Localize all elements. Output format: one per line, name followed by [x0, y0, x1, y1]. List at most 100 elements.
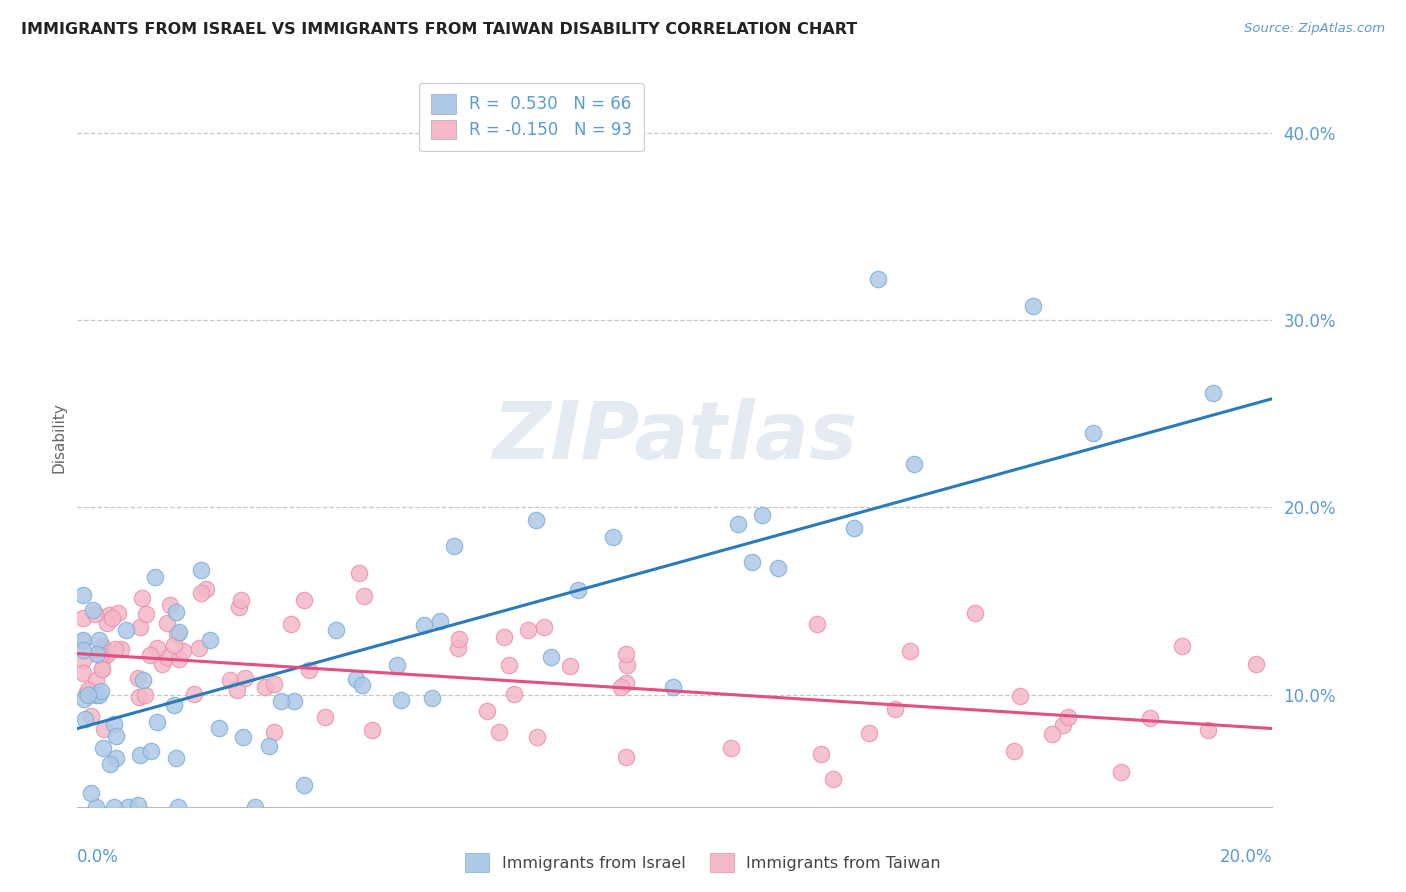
- Point: [107, 606, 129, 620]
- Point: [72, 588, 94, 602]
- Point: [858, 726, 880, 740]
- Point: [91, 649, 114, 664]
- Point: [134, 688, 156, 702]
- Point: [1202, 386, 1225, 401]
- Point: [567, 582, 589, 597]
- Point: [1052, 718, 1074, 732]
- Point: [172, 643, 194, 657]
- Text: Source: ZipAtlas.com: Source: ZipAtlas.com: [1244, 22, 1385, 36]
- Point: [103, 717, 125, 731]
- Point: [159, 598, 181, 612]
- Point: [84, 800, 107, 814]
- Point: [1040, 727, 1063, 741]
- Point: [156, 616, 179, 631]
- Point: [91, 644, 114, 658]
- Point: [72, 611, 94, 625]
- Point: [823, 772, 845, 786]
- Point: [86, 647, 108, 661]
- Point: [96, 616, 118, 631]
- Point: [132, 673, 155, 687]
- Point: [263, 677, 285, 691]
- Point: [72, 634, 94, 648]
- Point: [385, 658, 408, 673]
- Point: [129, 620, 152, 634]
- Point: [347, 566, 370, 580]
- Point: [167, 800, 190, 814]
- Point: [183, 687, 205, 701]
- Point: [90, 639, 112, 653]
- Point: [167, 624, 190, 639]
- Point: [127, 672, 149, 686]
- Point: [98, 608, 121, 623]
- Point: [526, 730, 548, 744]
- Point: [128, 690, 150, 705]
- Point: [165, 751, 187, 765]
- Point: [254, 681, 277, 695]
- Point: [87, 688, 110, 702]
- Point: [235, 671, 257, 685]
- Point: [198, 633, 221, 648]
- Point: [166, 627, 188, 641]
- Point: [127, 798, 149, 813]
- Point: [353, 589, 375, 603]
- Point: [226, 682, 249, 697]
- Point: [105, 729, 128, 743]
- Point: [614, 647, 637, 661]
- Point: [150, 657, 173, 671]
- Point: [73, 692, 96, 706]
- Point: [540, 650, 562, 665]
- Point: [498, 658, 520, 673]
- Point: [1197, 723, 1219, 737]
- Point: [135, 607, 157, 621]
- Point: [806, 616, 828, 631]
- Point: [72, 642, 94, 657]
- Point: [82, 603, 104, 617]
- Point: [868, 271, 890, 285]
- Point: [117, 800, 139, 814]
- Point: [965, 606, 987, 620]
- Point: [283, 694, 305, 708]
- Legend: Immigrants from Israel, Immigrants from Taiwan: Immigrants from Israel, Immigrants from …: [457, 845, 949, 880]
- Point: [218, 673, 240, 688]
- Point: [443, 539, 465, 553]
- Point: [72, 652, 94, 666]
- Point: [194, 582, 217, 596]
- Point: [146, 715, 169, 730]
- Point: [810, 747, 832, 761]
- Point: [156, 650, 179, 665]
- Point: [232, 731, 254, 745]
- Point: [190, 563, 212, 577]
- Point: [90, 684, 112, 698]
- Point: [243, 800, 266, 814]
- Point: [228, 599, 250, 614]
- Point: [1139, 711, 1161, 725]
- Point: [533, 619, 555, 633]
- Point: [413, 617, 436, 632]
- Point: [280, 616, 302, 631]
- Point: [1004, 744, 1026, 758]
- Point: [720, 741, 742, 756]
- Point: [139, 743, 162, 757]
- Point: [844, 521, 866, 535]
- Point: [115, 624, 138, 638]
- Point: [524, 513, 547, 527]
- Point: [360, 723, 382, 737]
- Point: [77, 689, 100, 703]
- Point: [128, 747, 150, 762]
- Point: [167, 652, 190, 666]
- Point: [84, 688, 107, 702]
- Point: [389, 693, 412, 707]
- Point: [616, 749, 638, 764]
- Point: [72, 632, 94, 647]
- Point: [231, 592, 253, 607]
- Legend: R =  0.530   N = 66, R = -0.150   N = 93: R = 0.530 N = 66, R = -0.150 N = 93: [419, 83, 644, 151]
- Point: [90, 662, 112, 676]
- Point: [488, 725, 510, 739]
- Point: [146, 640, 169, 655]
- Point: [1109, 764, 1132, 779]
- Point: [475, 704, 498, 718]
- Point: [883, 702, 905, 716]
- Point: [429, 614, 451, 628]
- Point: [163, 698, 186, 712]
- Point: [741, 555, 763, 569]
